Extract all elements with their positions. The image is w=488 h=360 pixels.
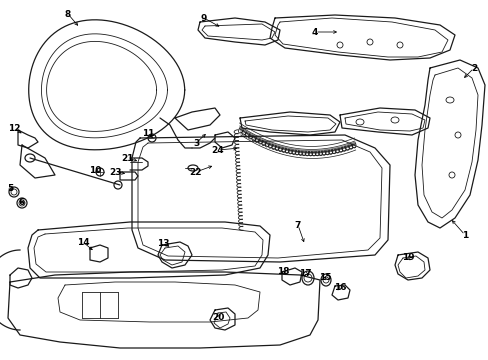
Text: 9: 9 — [201, 14, 207, 23]
Text: 8: 8 — [65, 9, 71, 18]
Text: 5: 5 — [7, 184, 13, 193]
Text: 10: 10 — [89, 166, 101, 175]
Text: 18: 18 — [276, 267, 289, 276]
Text: 19: 19 — [401, 253, 413, 262]
Text: 15: 15 — [318, 274, 330, 283]
Text: 13: 13 — [157, 239, 169, 248]
Text: 14: 14 — [77, 238, 89, 247]
Text: 7: 7 — [294, 220, 301, 230]
Text: 22: 22 — [189, 167, 202, 176]
Text: 20: 20 — [211, 314, 224, 323]
Text: 3: 3 — [192, 139, 199, 148]
Text: 17: 17 — [298, 269, 311, 278]
Text: 12: 12 — [8, 123, 20, 132]
Text: 11: 11 — [142, 129, 154, 138]
Text: 6: 6 — [19, 198, 25, 207]
Text: 2: 2 — [470, 63, 476, 72]
Text: 24: 24 — [211, 145, 224, 154]
Text: 23: 23 — [109, 167, 122, 176]
Text: 4: 4 — [311, 27, 318, 36]
Text: 16: 16 — [333, 284, 346, 292]
Text: 1: 1 — [461, 230, 467, 239]
Text: 21: 21 — [122, 153, 134, 162]
